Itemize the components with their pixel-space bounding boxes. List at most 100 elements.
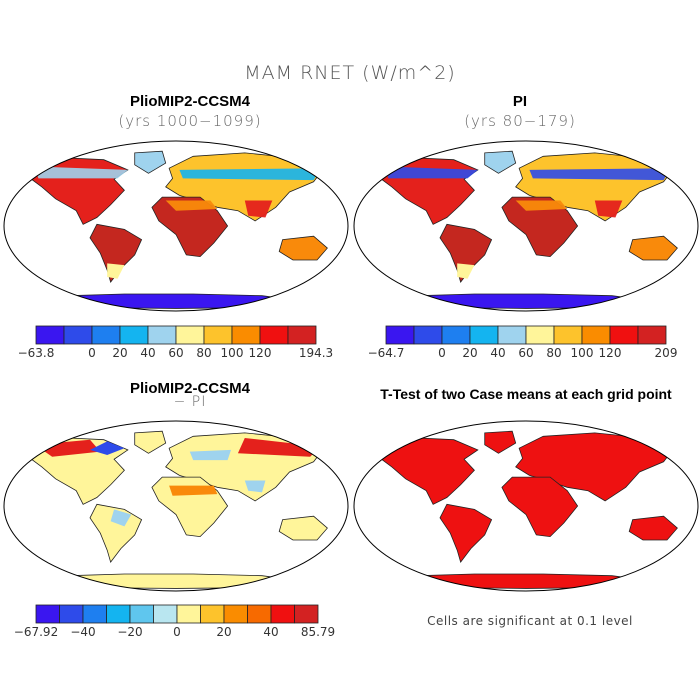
arctic-warming-eu [237,438,321,457]
colorbar-swatch [106,604,131,624]
colorbar-swatch [82,604,107,624]
panel-title-ttest: T-Test of two Case means at each grid po… [380,386,672,402]
cold-belt-na [384,166,478,179]
continent-australia [278,235,328,261]
patagonia-region [457,263,475,279]
colorbar-tick-label: 80 [546,346,562,360]
colorbar-tick-label: 0 [173,625,181,639]
continent-antarctica [417,573,650,589]
colorbar-plio [35,325,317,345]
continent-greenland [134,150,167,174]
colorbar-tick-label: 100 [220,346,244,360]
colorbar-swatch [259,325,289,345]
colorbar-swatch [223,604,248,624]
continent-northAmerica [377,437,479,505]
patagonia-region [107,263,125,279]
colorbar-swatch [287,325,317,345]
colorbar-tick-label: 209 [654,346,678,360]
colorbar-swatch [497,325,527,345]
colorbar-tick-label: 20 [462,346,478,360]
arctic-cooling-na [90,441,125,455]
colorbar-tick-label: 80 [196,346,212,360]
colorbar-swatch [525,325,555,345]
colorbar-swatch [441,325,471,345]
continent-africa [501,476,579,538]
colorbar-diff [35,604,319,624]
colorbar-tick-label: 85.79 [300,625,336,639]
colorbar-tick-label: 120 [248,346,272,360]
colorbar-swatch [553,325,583,345]
panel-title-plio: PlioMIP2-CCSM4 [129,93,250,110]
continent-northAmerica [377,157,479,225]
colorbar-tick-label: 194.3 [298,346,334,360]
colorbar-tick-label: 0 [88,346,96,360]
colorbar-swatch [35,325,65,345]
colorbar-swatch [413,325,443,345]
cold-belt-eu [529,168,671,181]
colorbar-tick-label: −40 [70,625,96,639]
colorbar-swatch [231,325,261,345]
colorbar-swatch [247,604,272,624]
colorbar-tick-label: 60 [518,346,534,360]
india-cooling [244,480,266,493]
colorbar-tick-label: 40 [140,346,156,360]
map-frame [353,420,699,592]
map-frame [353,140,699,312]
colorbar-tick-label: 40 [263,625,279,639]
colorbar-tick-label: 20 [112,346,128,360]
colorbar-swatch [637,325,667,345]
continent-australia [278,515,328,541]
figure-title: MAM RNET (W/m^2) [244,62,456,84]
colorbar-swatch [294,604,319,624]
continent-greenland [484,150,517,174]
colorbar-tick-label: 60 [168,346,184,360]
colorbar-swatch [35,604,60,624]
colorbar-swatch [147,325,177,345]
colorbar-swatch [203,325,233,345]
continent-antarctica [67,573,300,589]
colorbar-swatch [609,325,639,345]
continent-northAmerica [27,157,129,225]
continent-southAmerica [439,503,493,563]
map-frame [3,140,349,312]
colorbar-tick-label: 0 [438,346,446,360]
cold-belt-na [34,166,128,179]
colorbar-pi [385,325,667,345]
cold-belt-eu [179,168,321,181]
panel-subtitle-plio: (yrs 1000−1099) [118,112,262,130]
europe-cooling [189,449,232,461]
colorbar-tick-label: 40 [490,346,506,360]
continent-antarctica [67,293,300,309]
colorbar-swatch [175,325,205,345]
south-asia-region [594,200,623,218]
colorbar-swatch [129,604,154,624]
colorbar-tick-label: 20 [216,625,232,639]
south-asia-region [244,200,273,218]
colorbar-swatch [385,325,415,345]
sahara-region [165,200,218,211]
colorbar-swatch [176,604,201,624]
colorbar-tick-label: 120 [598,346,622,360]
colorbar-swatch [200,604,225,624]
colorbar-swatch [119,325,149,345]
colorbar-swatch [59,604,84,624]
colorbar-tick-label: −63.8 [17,346,55,360]
map-frame [3,420,349,592]
colorbar-tick-label: −67.92 [13,625,59,639]
colorbar-swatch [63,325,93,345]
panel-subtitle-diff: − PI [173,394,207,410]
continent-greenland [134,430,167,454]
colorbar-swatch [91,325,121,345]
colorbar-swatch [270,604,295,624]
colorbar-swatch [469,325,499,345]
map-plio [3,140,349,312]
panel-title-diff: PlioMIP2-CCSM4 [129,380,250,397]
map-pi [353,140,699,312]
sahara-region [515,200,568,211]
panel-subtitle-pi: (yrs 80−179) [464,112,576,130]
colorbar-swatch [581,325,611,345]
sahel-warming [169,485,218,496]
colorbar-swatch [153,604,178,624]
colorbar-tick-label: 100 [570,346,594,360]
